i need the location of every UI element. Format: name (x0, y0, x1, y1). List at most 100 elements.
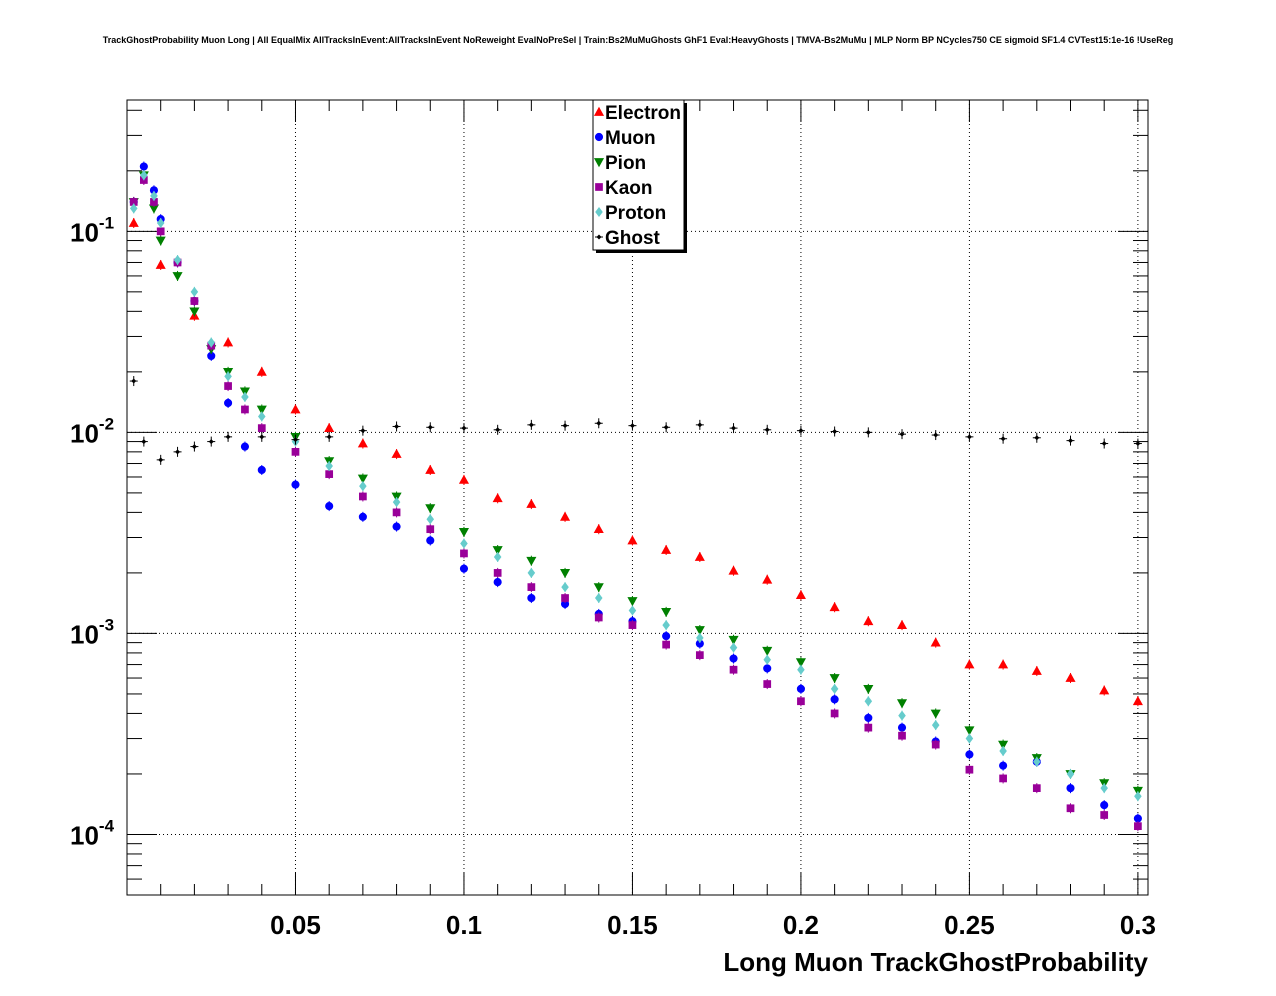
data-point (999, 746, 1007, 757)
data-point (325, 501, 334, 511)
data-point (207, 337, 216, 348)
data-point (1032, 435, 1041, 441)
data-point (1100, 801, 1109, 810)
data-point (493, 427, 502, 433)
data-point (172, 272, 183, 282)
data-point (426, 525, 435, 534)
data-point (391, 448, 402, 458)
x-tick-label: 0.15 (607, 910, 658, 940)
y-tick-label: 10-3 (70, 615, 114, 649)
data-point (527, 593, 536, 603)
x-tick-label: 0.25 (944, 910, 995, 940)
data-point (425, 504, 436, 514)
data-point (257, 465, 266, 475)
data-point (426, 424, 435, 430)
data-point (898, 431, 907, 437)
data-point (325, 470, 334, 478)
data-point (493, 551, 502, 563)
legend-marker (595, 183, 603, 191)
data-point (829, 601, 840, 612)
data-point (830, 429, 839, 435)
legend-marker (595, 206, 603, 218)
data-point (864, 713, 873, 722)
data-point (930, 637, 941, 647)
data-point (150, 190, 158, 201)
data-point (696, 632, 704, 643)
data-point (694, 626, 705, 636)
data-point (391, 492, 402, 502)
data-point (527, 422, 536, 428)
data-point (627, 535, 638, 545)
data-point (325, 461, 333, 472)
data-point (662, 632, 671, 641)
data-point (965, 434, 974, 440)
data-point (763, 664, 772, 673)
data-point (863, 685, 874, 695)
series-pion (128, 170, 1143, 796)
data-point (1031, 665, 1042, 675)
x-tick-label: 0.1 (446, 910, 482, 940)
data-point (594, 592, 603, 604)
data-point (998, 740, 1009, 750)
data-point (257, 424, 266, 432)
data-point (240, 442, 250, 451)
series-layer (128, 161, 1143, 832)
legend-marker (593, 106, 605, 116)
data-point (763, 654, 772, 665)
legend-label: Electron (605, 103, 681, 124)
data-point (964, 659, 975, 669)
legend-entry-ghost: Ghost (595, 228, 661, 249)
data-point (830, 709, 839, 718)
legend-entry-muon: Muon (594, 128, 656, 149)
data-point (763, 427, 772, 433)
legend-label: Muon (605, 128, 656, 149)
legend: Electron Muon Pion Kaon Proton Ghost (592, 99, 687, 253)
data-point (1132, 696, 1143, 706)
data-point (392, 522, 401, 531)
data-point (426, 536, 435, 545)
data-point (358, 428, 367, 434)
data-point (156, 217, 165, 229)
data-point (190, 286, 199, 297)
data-point (795, 589, 806, 600)
data-point (661, 608, 672, 618)
data-point (796, 428, 805, 434)
data-point (1099, 685, 1110, 695)
data-point (458, 528, 470, 538)
data-point (560, 569, 571, 579)
y-tick-label: 10-2 (70, 414, 114, 448)
legend-label: Proton (605, 203, 666, 224)
x-axis-tick-labels: 0.05 0.1 0.15 0.2 0.25 0.3 (270, 910, 1156, 940)
data-point (896, 619, 908, 629)
data-point (964, 726, 975, 736)
series-electron (128, 217, 1143, 707)
data-point (1134, 791, 1142, 802)
data-point (999, 774, 1007, 783)
y-tick-label: 10-1 (70, 213, 114, 247)
data-point (526, 556, 537, 566)
data-point (728, 635, 739, 645)
data-point (392, 497, 401, 508)
y-tick-base: 10 (70, 619, 99, 649)
data-point (1066, 804, 1075, 813)
legend-label: Kaon (605, 178, 653, 199)
legend-entry-kaon: Kaon (595, 178, 653, 199)
data-point (460, 549, 468, 558)
data-point (1100, 441, 1109, 447)
data-point (593, 523, 604, 534)
data-point (561, 423, 570, 429)
data-point (628, 621, 637, 629)
data-point (357, 438, 368, 448)
data-point (207, 439, 216, 445)
data-point (864, 723, 873, 732)
data-point (931, 740, 940, 749)
data-point (224, 382, 232, 390)
data-point (965, 750, 974, 759)
data-point (190, 297, 199, 305)
data-point (492, 546, 503, 556)
data-point (290, 404, 301, 414)
data-point (459, 564, 469, 573)
legend-marker (595, 234, 603, 240)
data-point (796, 684, 805, 693)
